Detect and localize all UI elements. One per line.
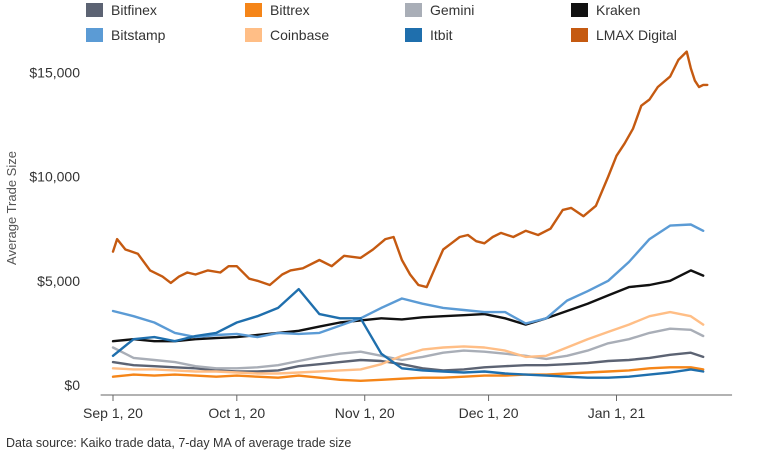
series-group [111,50,709,382]
legend-label: Bittrex [270,2,310,18]
legend-label: Kraken [596,2,640,18]
legend-item-lmax-digital: LMAX Digital [571,27,677,43]
legend-item-kraken: Kraken [571,2,640,18]
legend-item-bitfinex: Bitfinex [86,2,157,18]
legend-item-bittrex: Bittrex [245,2,310,18]
x-axis: Sep 1, 20 Oct 1, 20 Nov 1, 20 Dec 1, 20 Jan … [83,394,733,421]
y-tick-label: $10,000 [29,169,80,185]
source-note: Data source: Kaiko trade data, 7-day MA … [6,436,352,450]
legend-swatch [571,28,588,42]
y-axis-title: Average Trade Size [4,151,19,265]
legend-label: Coinbase [270,27,329,43]
series-line-bitstamp [111,223,705,339]
series-line-lmax-digital [111,50,709,289]
legend-label: LMAX Digital [596,27,677,43]
y-axis: $0 $5,000 $10,000 $15,000 [29,64,80,393]
series-line-bittrex [111,366,705,382]
x-tick-label: Sep 1, 20 [83,405,143,421]
series-line-coinbase [111,310,705,375]
chart: Bitfinex Bittrex Gemini Kraken Bitstamp Coinb… [4,2,733,421]
legend-swatch [245,3,262,17]
legend-swatch [245,28,262,42]
legend-label: Gemini [430,2,474,18]
legend-swatch [86,3,103,17]
x-tick-label: Dec 1, 20 [459,405,519,421]
legend: Bitfinex Bittrex Gemini Kraken Bitstamp Coinb… [86,2,677,43]
legend-item-bitstamp: Bitstamp [86,27,166,43]
y-tick-label: $0 [64,377,80,393]
x-tick-label: Jan 1, 21 [588,405,646,421]
legend-label: Itbit [430,27,453,43]
series-line-kraken [111,269,705,343]
legend-swatch [86,28,103,42]
legend-label: Bitfinex [111,2,157,18]
series-line-bitfinex [111,351,705,373]
legend-swatch [405,3,422,17]
legend-label: Bitstamp [111,27,166,43]
legend-item-itbit: Itbit [405,27,453,43]
x-tick-label: Oct 1, 20 [208,405,265,421]
y-tick-label: $15,000 [29,64,80,80]
legend-item-coinbase: Coinbase [245,27,329,43]
series-line-gemini [111,327,705,370]
legend-swatch [571,3,588,17]
legend-swatch [405,28,422,42]
y-tick-label: $5,000 [37,273,80,289]
legend-item-gemini: Gemini [405,2,474,18]
series-line-itbit [111,287,705,379]
x-tick-label: Nov 1, 20 [335,405,395,421]
